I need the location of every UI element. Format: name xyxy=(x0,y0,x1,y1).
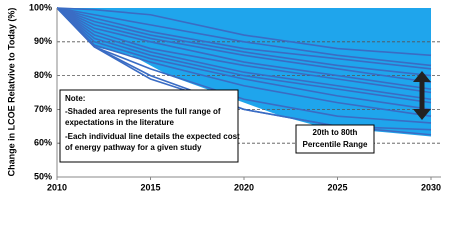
series-line xyxy=(56,7,432,67)
y-tick-label: 60% xyxy=(34,138,52,148)
arrow-head xyxy=(413,109,431,120)
annotation-box: 20th to 80th Percentile Range xyxy=(295,124,375,154)
x-tick-label: 2020 xyxy=(234,182,254,192)
plot-area xyxy=(56,7,441,180)
note-frame xyxy=(59,89,239,163)
x-tick-label: 2025 xyxy=(327,182,347,192)
note-line: -Shaded area represents the full range o… xyxy=(65,107,221,116)
x-tick-label: 2015 xyxy=(140,182,160,192)
note-box: Note: -Shaded area represents the full r… xyxy=(59,89,240,163)
note-line: of energy pathway for a given study xyxy=(65,143,202,152)
y-tick-label: 50% xyxy=(34,171,52,181)
note-line: -Each individual line details the expect… xyxy=(65,132,240,141)
series-line xyxy=(56,7,432,84)
series-line xyxy=(56,7,432,90)
y-tick-label: 100% xyxy=(29,2,52,12)
x-tick-label: 2030 xyxy=(421,182,441,192)
arrow-head xyxy=(413,71,431,82)
series-line xyxy=(56,7,432,101)
annotation-line: Percentile Range xyxy=(303,140,368,149)
annotation-frame xyxy=(295,124,375,154)
series-line xyxy=(56,7,432,111)
range-arrow xyxy=(413,71,431,120)
series-line xyxy=(56,7,432,77)
series-line xyxy=(56,7,432,94)
y-tick-label: 80% xyxy=(34,70,52,80)
series-line xyxy=(56,7,432,117)
note-line: expectations in the literature xyxy=(65,118,174,127)
x-tick-label: 2010 xyxy=(47,182,67,192)
chart: Change in LCOE Relatvive to Today (%) No… xyxy=(6,2,441,192)
y-tick-label: 90% xyxy=(34,36,52,46)
annotation-line: 20th to 80th xyxy=(313,128,358,137)
y-tick-label: 70% xyxy=(34,104,52,114)
y-axis-title: Change in LCOE Relatvive to Today (%) xyxy=(6,8,16,177)
series-line xyxy=(56,7,432,70)
series-line xyxy=(56,7,432,104)
note-line: Note: xyxy=(65,94,85,103)
series-line xyxy=(56,7,432,57)
